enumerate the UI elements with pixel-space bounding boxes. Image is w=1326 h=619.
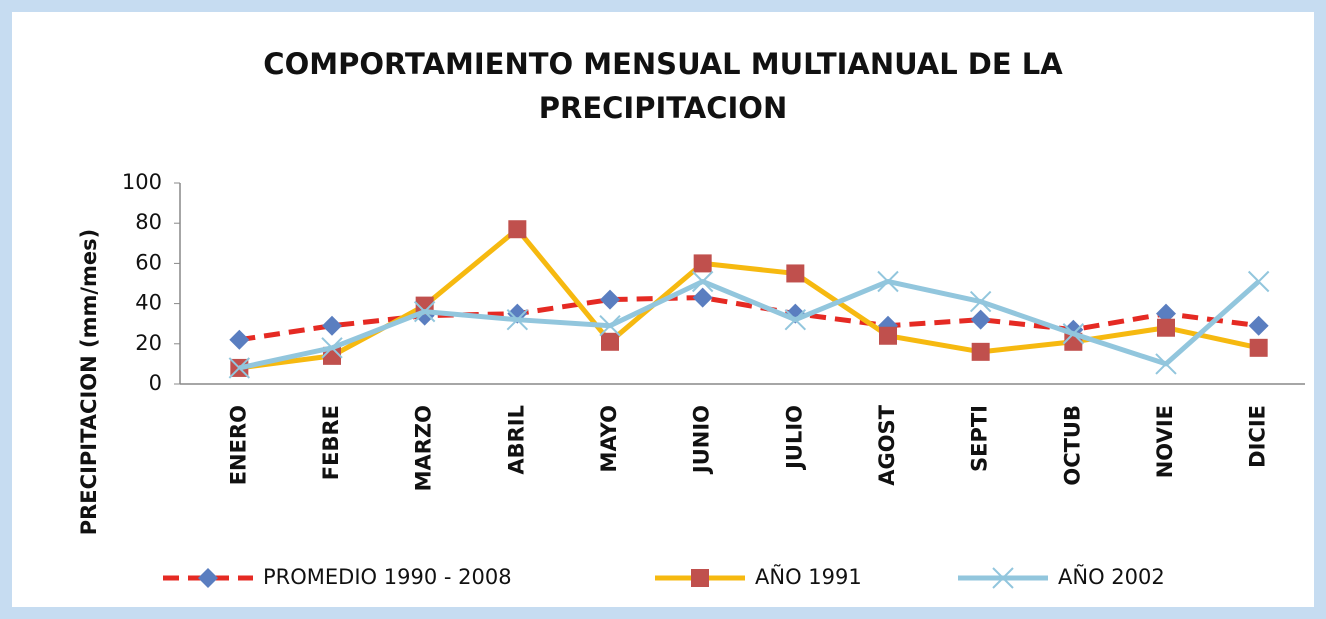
- legend-label: AÑO 1991: [755, 563, 862, 589]
- marker: [1247, 270, 1270, 293]
- y-tick-label: 60: [135, 250, 162, 274]
- marker: [321, 337, 343, 359]
- marker: [879, 326, 897, 345]
- y-tick-label: 80: [135, 210, 162, 234]
- marker: [1157, 318, 1175, 337]
- x-tick-label: SEPTI: [968, 405, 992, 472]
- marker: [600, 289, 620, 310]
- marker: [971, 342, 990, 361]
- legend-label: AÑO 2002: [1058, 563, 1165, 589]
- y-tick-label: 0: [149, 371, 162, 395]
- marker: [969, 290, 992, 313]
- marker: [322, 315, 342, 336]
- x-tick-label: JULIO: [782, 405, 806, 471]
- x-tick-label: JUNIO: [690, 405, 714, 475]
- marker: [1156, 303, 1176, 324]
- marker: [693, 254, 712, 273]
- x-tick-label: DICIE: [1246, 405, 1270, 468]
- series-line: [238, 295, 1259, 343]
- chart-title: COMPORTAMIENTO MENSUAL MULTIANUAL DE LA …: [263, 47, 1063, 125]
- marker: [599, 315, 621, 337]
- x-tick-label: ENERO: [226, 405, 250, 485]
- y-tick-label: 40: [135, 291, 162, 315]
- marker: [970, 309, 991, 330]
- chart-panel: [12, 12, 1314, 607]
- legend-marker: [198, 568, 218, 588]
- marker: [601, 332, 619, 351]
- marker: [506, 308, 529, 331]
- marker: [784, 308, 807, 331]
- x-tick-label: NOVIE: [1153, 405, 1177, 478]
- y-axis-label: PRECIPITACION (mm/mes): [77, 229, 101, 536]
- x-tick-label: ABRIL: [504, 405, 528, 475]
- x-tick-label: MARZO: [412, 405, 436, 491]
- x-tick-label: MAYO: [597, 405, 621, 472]
- x-tick-label: AGOST: [875, 404, 899, 485]
- marker: [1155, 353, 1177, 375]
- x-tick-label: FEBRE: [319, 405, 343, 480]
- marker: [877, 270, 899, 293]
- legend-marker: [992, 567, 1014, 589]
- marker: [228, 357, 251, 379]
- y-tick-label: 100: [122, 170, 162, 194]
- legend-marker: [691, 569, 709, 587]
- marker: [691, 270, 714, 293]
- marker: [1249, 338, 1268, 357]
- legend-label: PROMEDIO 1990 - 2008: [263, 565, 512, 589]
- marker: [786, 264, 805, 283]
- marker: [413, 300, 436, 323]
- x-tick-label: OCTUB: [1060, 405, 1084, 486]
- y-tick-label: 20: [135, 331, 162, 355]
- series-line: [238, 278, 1261, 371]
- marker: [692, 287, 713, 308]
- marker: [508, 220, 527, 239]
- marker: [229, 329, 250, 350]
- marker: [1248, 315, 1269, 336]
- marker: [1062, 323, 1085, 345]
